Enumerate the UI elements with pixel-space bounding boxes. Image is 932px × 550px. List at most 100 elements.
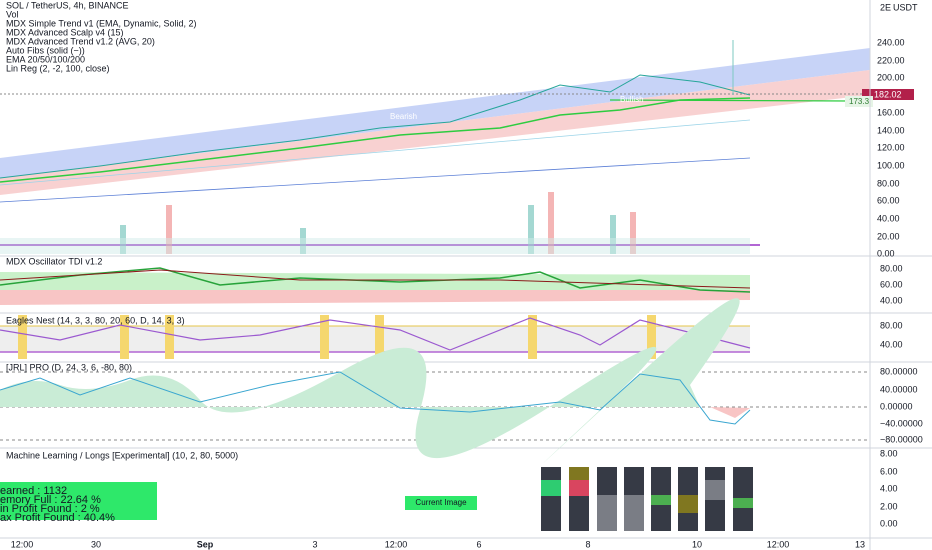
axis-label: 4.00 [880,483,898,493]
indicator: Auto Fibs (solid (−)) [6,45,85,55]
eagle-k [0,317,751,351]
pane-title: [JRL] PRO (D, 24, 3, 6, -80, 80) [6,362,132,372]
indicator: Lin Reg (2, -2, 100, close) [6,63,110,73]
price-label: 0.00 [877,248,895,258]
price-label: 20.00 [877,231,900,241]
vol-bar [120,225,126,254]
tdi-signal [0,269,751,289]
trend-line [0,97,751,183]
ml-bar [541,467,561,531]
chart-label: Bullish [620,95,644,104]
stat: ax Profit Found : 40.4% [0,512,115,524]
lin-reg [609,99,851,102]
price-label: 40.00 [877,213,900,223]
last-price: 182.02 [874,89,902,99]
vol-bar [166,205,172,254]
symbol: SOL / TetherUS, 4h, BINANCE [6,0,129,10]
ml-seg [678,495,698,513]
jrl-line [0,371,751,425]
axis-unit: USDT [893,2,918,12]
axis-label: 0.00 [880,518,898,528]
upper-band [0,48,870,178]
ml-seg [597,495,617,531]
ml-bars [541,467,753,531]
time-label: 12:00 [767,539,790,549]
time-label: Sep [197,539,214,549]
vol-bar [528,205,534,254]
ml-seg [541,480,561,496]
highlight [320,315,329,359]
axis-label: 8.00 [880,448,898,458]
axis-label: 80.00 [880,263,903,273]
vol-bar [630,212,636,254]
vol-bar [610,215,616,254]
jrl-area [0,298,740,463]
axis-label: 40.00 [880,295,903,305]
price-label: 160.00 [877,107,905,117]
axis-label: 6.00 [880,466,898,476]
indicator: MDX Simple Trend v1 (EMA, Dynamic, Solid… [6,18,197,28]
ml-seg [569,480,589,496]
axis-label: 80.00 [880,320,903,330]
ml-seg [733,498,753,508]
current-image-button[interactable] [405,496,477,510]
stat: in Profit Found : 2 % [0,503,100,515]
pane-title: MDX Oscillator TDI v1.2 [6,256,102,266]
time-label: 10 [692,539,702,549]
ml-seg [569,467,589,480]
chart-label: Bearish [390,112,417,121]
jrl-neg [710,407,750,418]
axis-label: 80.00000 [880,366,918,376]
ml-seg [624,495,644,531]
stat: earned : 1132 [0,485,67,497]
time-label: 12:00 [385,539,408,549]
button-label[interactable]: Current Image [415,498,467,507]
highlight [18,315,27,359]
ema-200 [0,157,751,203]
price-label: 240.00 [877,37,905,47]
axis-label: 0.00000 [880,401,913,411]
price-label: 220.00 [877,55,905,65]
vol-bar [300,228,306,254]
price-label: 80.00 [877,178,900,188]
time-label: 13 [855,539,865,549]
time-label: 6 [476,539,481,549]
time-label: 3 [312,539,317,549]
indicator: MDX Advanced Trend v1.2 (AVG, 20) [6,36,155,46]
vol-base [0,238,750,254]
axis-label: −80.00000 [880,434,923,444]
axis-label: 40.00 [880,339,903,349]
axis-top: 2E [880,2,891,12]
time-label: 12:00 [11,539,34,549]
axis-label: 60.00 [880,279,903,289]
pane-title: Machine Learning / Longs [Experimental] … [6,450,238,460]
ema-100 [0,119,751,186]
price-label-hidden: 180.00 [877,81,905,91]
stats-box [0,482,157,520]
indicator: Vol [6,9,19,19]
price-line [0,74,751,179]
price-tag [862,89,914,100]
tdi-lower [0,290,750,305]
axis-label: 2.00 [880,501,898,511]
price-label: 100.00 [877,160,905,170]
highlight [647,315,656,359]
linreg-tag [845,96,873,107]
indicator: EMA 20/50/100/200 [6,54,85,64]
highlight [375,315,384,359]
pane-title: Eagles Nest (14, 3, 3, 80, 20, 60, D, 14… [6,315,185,325]
price-label: 120.00 [877,142,905,152]
ml-seg [651,495,671,505]
eagle-highlights [18,315,656,359]
price-label: 60.00 [877,195,900,205]
time-label: 30 [91,539,101,549]
highlight [528,315,537,359]
lin-reg-price: 173.3 [849,97,870,106]
highlight [120,315,129,359]
price-label: 200.00 [877,72,905,82]
price-label: 140.00 [877,125,905,135]
time-label: 8 [585,539,590,549]
stat: emory Full : 22.64 % [0,494,101,506]
